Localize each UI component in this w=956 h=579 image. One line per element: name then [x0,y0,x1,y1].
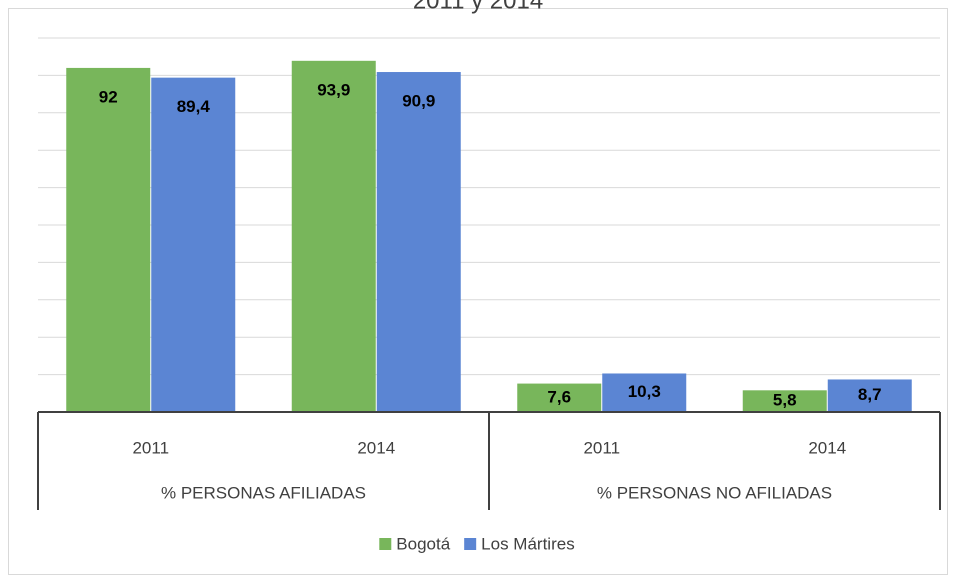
x-tick-label: 2011 [583,438,620,457]
x-tick-label: 2014 [808,438,846,457]
bar [376,72,461,412]
x-tick-label: 2011 [132,438,169,457]
bar [151,77,236,413]
x-tick-label: 2014 [357,438,395,457]
bar [827,379,912,412]
group-label: % PERSONAS NO AFILIADAS [597,483,832,502]
bar [66,67,151,413]
legend-label: Los Mártires [481,534,575,553]
data-label: 89,4 [177,97,211,116]
data-label: 8,7 [858,385,882,404]
chart-title: 2011 y 2014 [413,0,543,14]
bar [602,373,687,412]
data-label: 92 [99,87,118,106]
bar [517,383,602,412]
data-label: 90,9 [402,92,435,111]
data-label: 93,9 [317,80,350,99]
legend-label: Bogotá [396,534,450,553]
data-label: 7,6 [547,387,571,406]
legend-swatch [379,538,392,550]
bar [742,390,827,412]
data-label: 5,8 [773,391,797,410]
legend-swatch [464,538,477,550]
bar [291,60,376,413]
group-label: % PERSONAS AFILIADAS [161,483,366,502]
data-label: 10,3 [628,382,661,401]
